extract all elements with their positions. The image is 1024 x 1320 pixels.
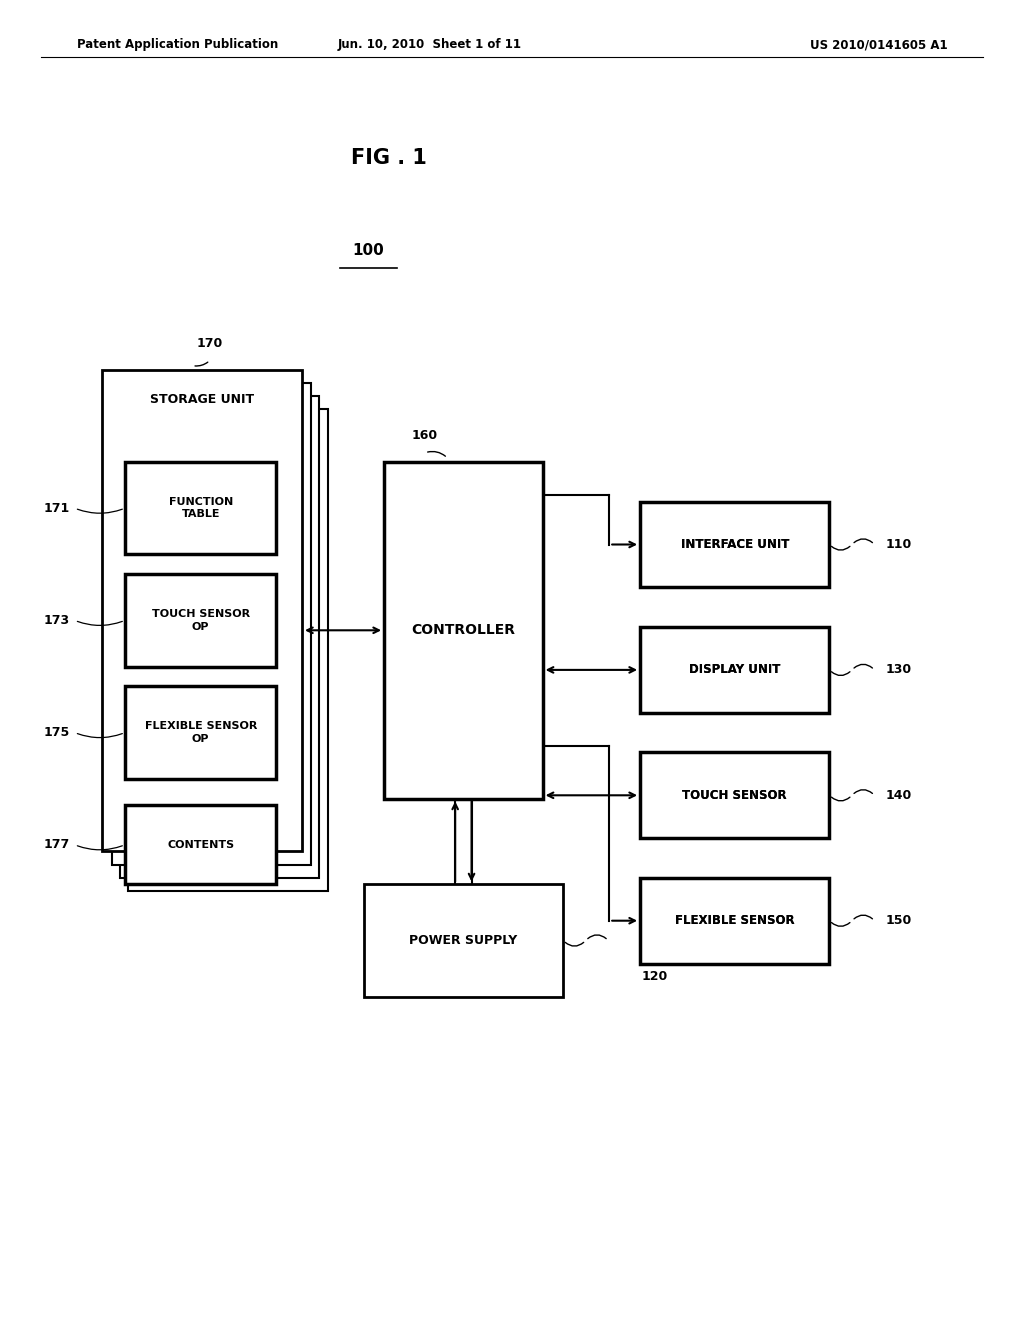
Text: Patent Application Publication: Patent Application Publication — [77, 38, 279, 51]
Text: 150: 150 — [886, 915, 912, 927]
Text: CONTROLLER: CONTROLLER — [412, 623, 515, 638]
Bar — [640, 752, 829, 838]
Text: TOUCH SENSOR
OP: TOUCH SENSOR OP — [152, 610, 250, 631]
Bar — [640, 878, 829, 964]
Text: INTERFACE UNIT: INTERFACE UNIT — [681, 539, 788, 550]
Text: Jun. 10, 2010  Sheet 1 of 11: Jun. 10, 2010 Sheet 1 of 11 — [338, 38, 522, 51]
Text: 120: 120 — [642, 970, 669, 983]
Text: FUNCTION
TABLE: FUNCTION TABLE — [169, 498, 232, 519]
Text: INTERFACE UNIT: INTERFACE UNIT — [681, 539, 788, 550]
Text: 130: 130 — [886, 664, 912, 676]
Text: DISPLAY UNIT: DISPLAY UNIT — [689, 664, 780, 676]
Text: TOUCH SENSOR: TOUCH SENSOR — [682, 789, 787, 801]
Bar — [120, 396, 319, 878]
Text: 100: 100 — [352, 243, 385, 259]
Text: CONTENTS: CONTENTS — [167, 840, 234, 850]
Text: POWER SUPPLY: POWER SUPPLY — [410, 935, 517, 946]
Bar — [125, 574, 276, 667]
Bar — [128, 409, 328, 891]
Text: 177: 177 — [43, 838, 70, 851]
Bar — [112, 383, 311, 865]
Text: 140: 140 — [886, 789, 912, 801]
Bar — [364, 884, 563, 997]
Bar — [102, 370, 302, 851]
Text: FLEXIBLE SENSOR: FLEXIBLE SENSOR — [675, 915, 795, 927]
Text: DISPLAY UNIT: DISPLAY UNIT — [689, 664, 780, 676]
Text: 171: 171 — [43, 502, 70, 515]
Text: FLEXIBLE SENSOR: FLEXIBLE SENSOR — [675, 915, 795, 927]
Bar — [125, 462, 276, 554]
Bar — [640, 627, 829, 713]
Bar — [384, 462, 543, 799]
Text: 170: 170 — [197, 337, 223, 350]
Text: STORAGE UNIT: STORAGE UNIT — [151, 393, 254, 407]
Text: FIG . 1: FIG . 1 — [351, 148, 427, 169]
Bar — [640, 502, 829, 587]
Text: 160: 160 — [412, 429, 438, 442]
Bar — [125, 805, 276, 884]
Text: 173: 173 — [43, 614, 70, 627]
Text: FLEXIBLE SENSOR
OP: FLEXIBLE SENSOR OP — [144, 722, 257, 743]
Text: 175: 175 — [43, 726, 70, 739]
Text: US 2010/0141605 A1: US 2010/0141605 A1 — [810, 38, 947, 51]
Text: 110: 110 — [886, 539, 912, 550]
Bar — [125, 686, 276, 779]
Text: TOUCH SENSOR: TOUCH SENSOR — [682, 789, 787, 801]
